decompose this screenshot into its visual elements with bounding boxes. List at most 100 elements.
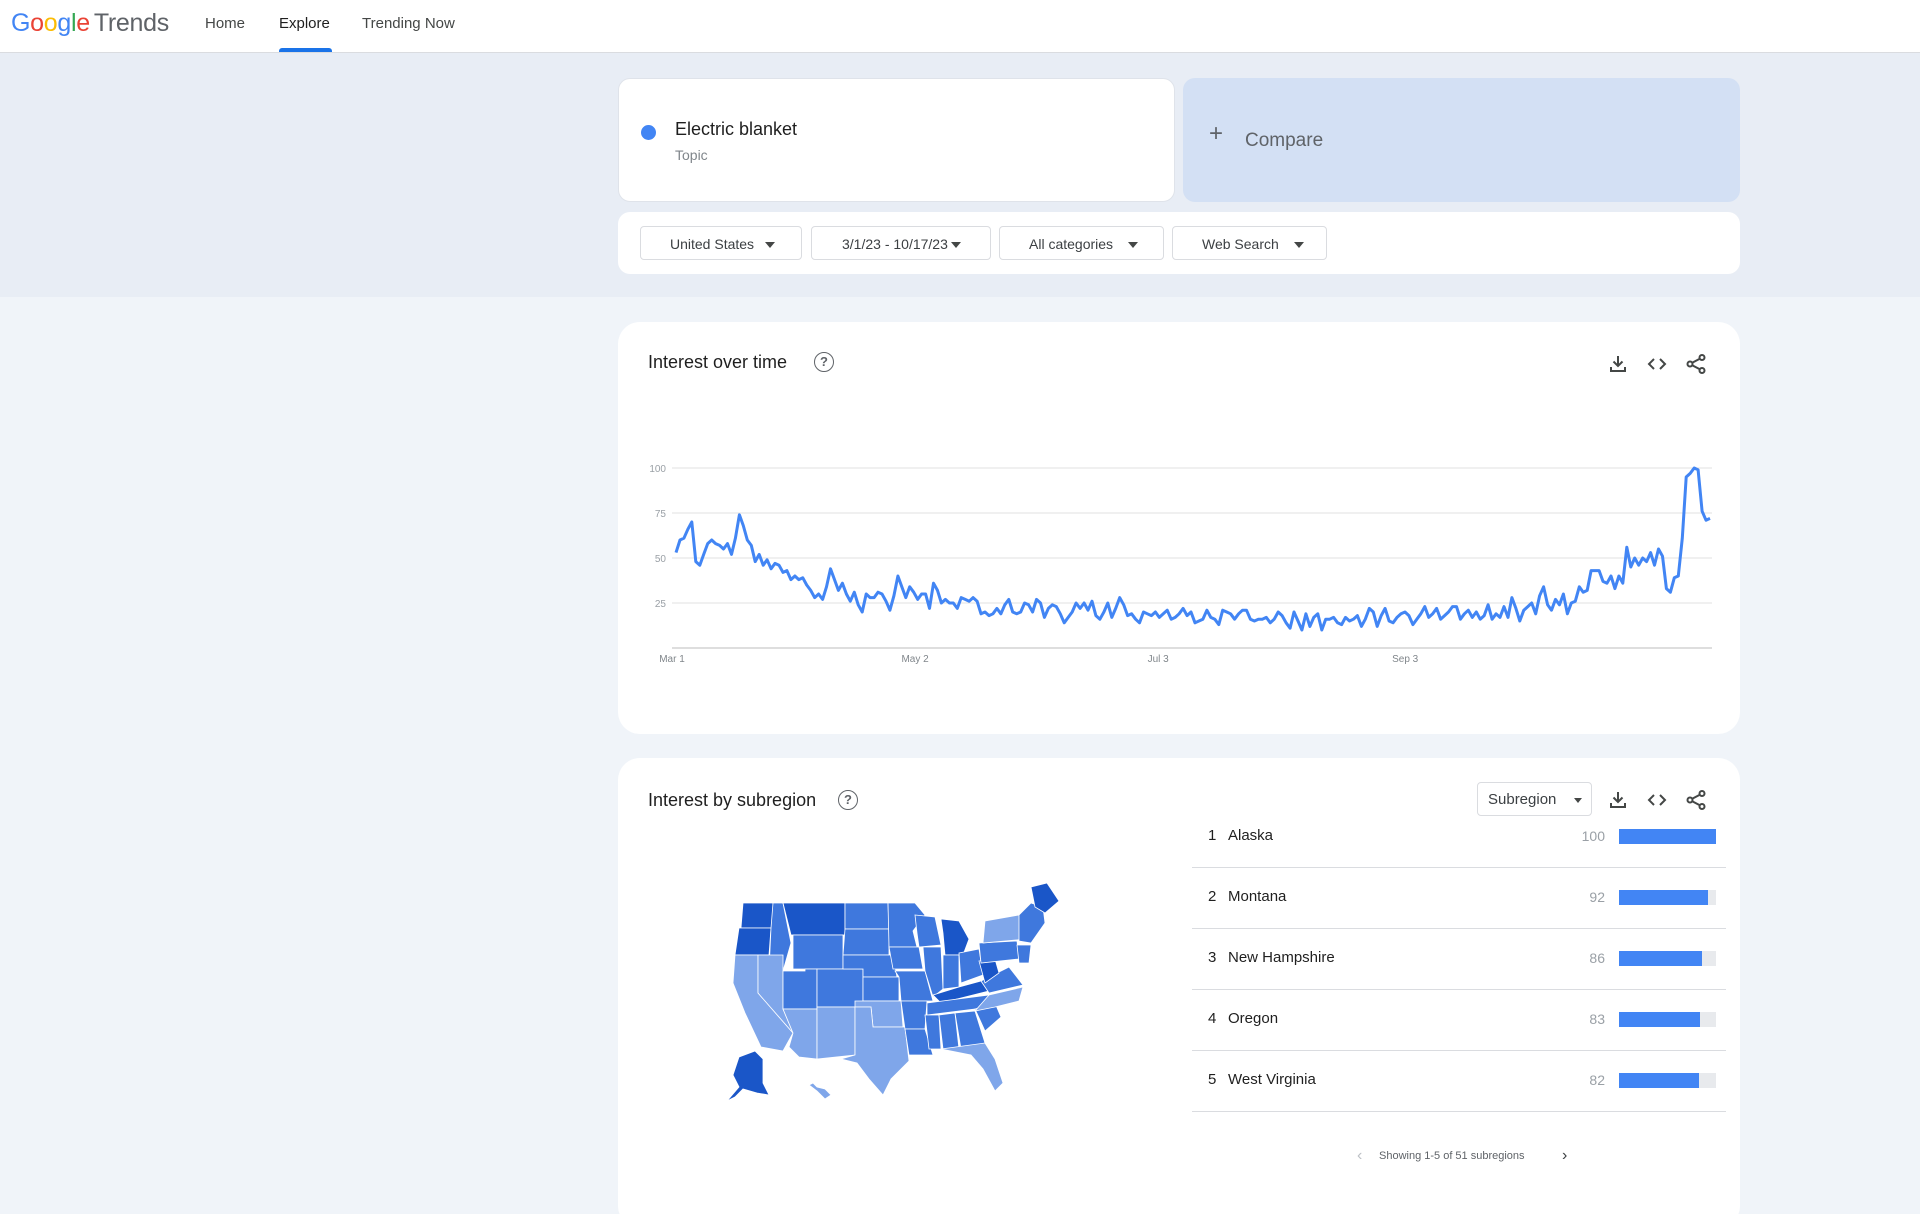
caret-down-icon: [765, 242, 775, 248]
region-filter-dropdown[interactable]: United States: [640, 226, 802, 260]
map-region-texas: [839, 1006, 910, 1096]
region-value-bar-fill: [1619, 1012, 1700, 1027]
compare-label: Compare: [1245, 130, 1324, 151]
region-value-bar-fill: [1619, 890, 1709, 905]
region-row[interactable]: 5 West Virginia 82: [1192, 1051, 1726, 1112]
region-value-bar-fill: [1619, 951, 1703, 966]
map-region-michigan: [940, 918, 970, 956]
search-term-type: Topic: [675, 147, 708, 163]
search-term-name[interactable]: Electric blanket: [675, 119, 798, 139]
region-name[interactable]: West Virginia: [1228, 1071, 1316, 1088]
map-region-florida: [940, 1042, 1004, 1092]
resolution-dropdown[interactable]: Subregion: [1477, 782, 1592, 816]
nav-tab-trending-now[interactable]: Trending Now: [362, 15, 455, 32]
map-region-montana: [782, 902, 846, 936]
region-filter-label: United States: [670, 236, 755, 252]
region-row[interactable]: 4 Oregon 83: [1192, 990, 1726, 1051]
category-dropdown[interactable]: All categories: [999, 226, 1164, 260]
map-region-maine: [1030, 883, 1060, 914]
share-icon[interactable]: [1684, 352, 1708, 376]
chevron-left-icon[interactable]: ‹: [1357, 1147, 1363, 1164]
map-region-new-england: [1018, 902, 1046, 944]
map-region-mid-atlantic: [1016, 944, 1032, 964]
map-region-oregon: [734, 927, 772, 956]
caret-down-icon: [1294, 242, 1304, 248]
region-name[interactable]: New Hampshire: [1228, 949, 1335, 966]
y-tick-label: 100: [649, 464, 666, 475]
map-region-indiana: [942, 954, 960, 990]
nav-tab-explore[interactable]: Explore: [279, 15, 330, 32]
map-region-washington: [740, 902, 774, 929]
map-region-virginia: [980, 966, 1024, 994]
region-name[interactable]: Montana: [1228, 888, 1287, 905]
term-color-dot: [641, 125, 656, 140]
region-rank: 3: [1208, 949, 1217, 966]
search-term-card[interactable]: Electric blanket Topic: [618, 78, 1175, 202]
category-label: All categories: [1029, 236, 1114, 252]
region-value-bar-fill: [1619, 829, 1716, 844]
compare-button[interactable]: + Compare: [1183, 78, 1740, 202]
region-row[interactable]: 1 Alaska 100: [1192, 807, 1726, 868]
region-value-bar: [1619, 890, 1716, 905]
map-region-louisiana: [904, 1028, 934, 1056]
pagination-text: Showing 1-5 of 51 subregions: [1379, 1150, 1525, 1162]
caret-down-icon: [1128, 242, 1138, 248]
logo-google-wordmark: Google: [11, 9, 90, 37]
map-region-hawaii: [808, 1082, 832, 1100]
interest-by-subregion-card: Interest by subregion ? Subregion: [618, 758, 1740, 1214]
map-region-new-mexico: [816, 1006, 856, 1060]
region-value: 83: [1589, 1011, 1605, 1027]
active-tab-indicator: [279, 48, 332, 52]
x-tick-label: Mar 1: [659, 654, 685, 665]
map-region-north-carolina: [973, 986, 1024, 1012]
region-row[interactable]: 3 New Hampshire 86: [1192, 929, 1726, 990]
caret-down-icon: [951, 242, 961, 248]
resolution-label: Subregion: [1488, 791, 1557, 808]
region-rank: 4: [1208, 1010, 1217, 1027]
download-icon[interactable]: [1606, 788, 1630, 812]
download-icon[interactable]: [1606, 352, 1630, 376]
interest-by-subregion-title: Interest by subregion: [648, 790, 817, 810]
region-value-bar-fill: [1619, 1073, 1699, 1088]
nav-tab-home[interactable]: Home: [205, 15, 246, 32]
region-value-bar: [1619, 1012, 1716, 1027]
map-region-north-dakota: [844, 902, 890, 930]
search-type-dropdown[interactable]: Web Search: [1172, 226, 1327, 260]
plus-icon: +: [1209, 120, 1224, 147]
region-value: 92: [1589, 889, 1605, 905]
google-trends-logo[interactable]: Google Trends: [11, 9, 169, 38]
caret-down-icon: [1574, 798, 1582, 803]
map-region-illinois: [922, 946, 944, 998]
map-region-wisconsin: [914, 914, 942, 948]
embed-icon[interactable]: [1645, 788, 1669, 812]
region-name[interactable]: Oregon: [1228, 1010, 1279, 1027]
region-row[interactable]: 2 Montana 92: [1192, 868, 1726, 929]
interest-over-time-title: Interest over time: [648, 352, 788, 372]
logo-product-name: Trends: [93, 9, 169, 37]
map-region-utah: [782, 968, 818, 1010]
map-region-alaska: [726, 1050, 770, 1102]
region-rank: 5: [1208, 1071, 1217, 1088]
help-icon[interactable]: ?: [838, 790, 858, 810]
share-icon[interactable]: [1684, 788, 1708, 812]
region-name[interactable]: Alaska: [1228, 827, 1274, 844]
map-region-ohio: [958, 948, 984, 984]
embed-icon[interactable]: [1645, 352, 1669, 376]
chevron-right-icon[interactable]: ›: [1562, 1147, 1568, 1164]
filters-bar: United States 3/1/23 - 10/17/23 All cate…: [618, 212, 1740, 274]
region-value: 82: [1589, 1072, 1605, 1088]
region-value-bar: [1619, 829, 1716, 844]
y-tick-label: 25: [655, 599, 667, 610]
map-region-arkansas: [900, 1000, 928, 1030]
top-bar: Google Trends Home Explore Trending Now: [0, 0, 1920, 53]
interest-over-time-chart[interactable]: 100 75 50 25 Mar 1 May 2 Jul 3 Sep 3: [618, 322, 1740, 734]
map-region-kansas: [862, 976, 900, 1002]
help-icon[interactable]: ?: [814, 352, 834, 372]
map-region-pennsylvania: [978, 940, 1020, 964]
series-line: [674, 466, 1711, 632]
date-range-dropdown[interactable]: 3/1/23 - 10/17/23: [811, 226, 991, 260]
region-value: 100: [1581, 828, 1605, 844]
date-range-label: 3/1/23 - 10/17/23: [842, 236, 948, 252]
map-region-south-dakota: [842, 928, 890, 956]
us-choropleth-map[interactable]: [713, 883, 1083, 1103]
